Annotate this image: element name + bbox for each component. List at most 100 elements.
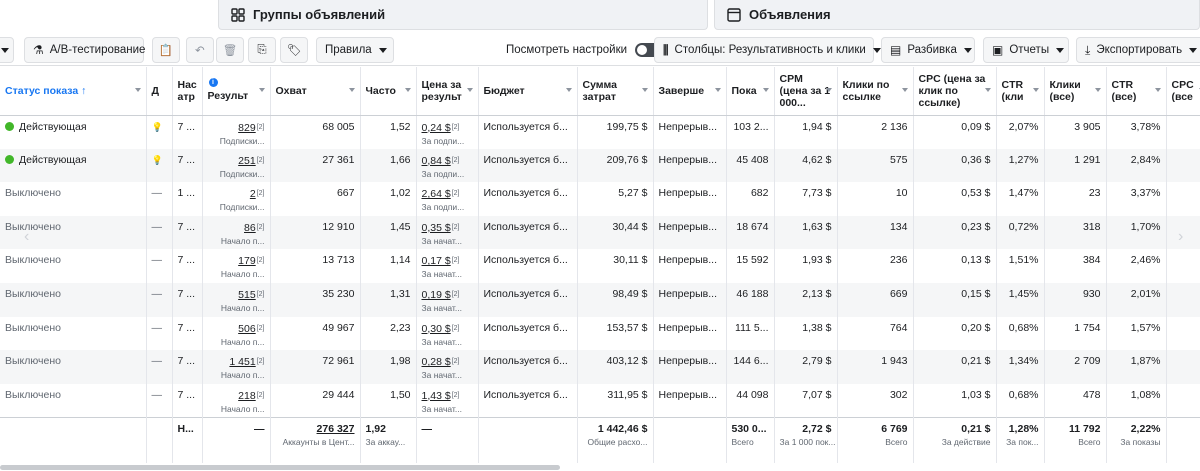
column-header-reach[interactable]: Охват (270, 67, 361, 116)
cell-cpr[interactable]: 0,17 $[2] За начат... (416, 249, 479, 283)
column-header-status[interactable]: Статус показа ↑ (0, 67, 147, 116)
column-header-ends[interactable]: Заверше (653, 67, 727, 116)
cell-cpr[interactable]: 0,19 $[2] За начат... (416, 282, 479, 317)
ab-test-button[interactable]: ⚗ A/B-тестирование (24, 37, 145, 63)
cell-value-text[interactable]: 251 (238, 154, 256, 167)
column-header-ctr_link[interactable]: CTR (кли (996, 67, 1045, 116)
column-header-ctr_all[interactable]: CTR (все) (1106, 67, 1167, 116)
cell-results[interactable]: 515[2] Начало п... (202, 282, 271, 317)
cell-cpr[interactable]: 1,43 $[2] За начат... (416, 383, 479, 418)
cell-results[interactable]: 86[2] Начало п... (202, 215, 271, 250)
sort-caret-icon[interactable] (565, 88, 572, 92)
column-header-freq[interactable]: Часто (360, 67, 417, 116)
cell-value-text[interactable]: 218 (238, 389, 256, 402)
breakdown-dropdown[interactable]: ▤ Разбивка (881, 37, 975, 63)
column-header-cpr[interactable]: Цена за результ (416, 67, 479, 116)
cell-value-text[interactable]: 0,19 $ (421, 288, 451, 301)
column-header-flag[interactable]: Д (146, 67, 173, 116)
cell-value-text[interactable]: 0,84 $ (421, 154, 451, 167)
cell-cpr[interactable]: 2,64 $[2] За подпи... (416, 182, 479, 216)
cell-value: Непрерыв... (659, 154, 721, 167)
cell-cpr[interactable]: 0,30 $[2] За начат... (416, 316, 479, 351)
lightbulb-icon[interactable]: 💡 (151, 154, 163, 165)
sort-caret-icon[interactable] (134, 88, 141, 92)
sort-caret-icon[interactable] (1154, 88, 1161, 92)
cell-value-text[interactable]: 515 (238, 288, 256, 301)
table-row[interactable]: Выключено —7 ... 515[2] Начало п... 35 230 1,… (0, 282, 1200, 317)
table-row[interactable]: Выключено —7 ... 506[2] Начало п... 49 967 2,… (0, 316, 1200, 351)
table-row[interactable]: Выключено —1 ... 2[2] Подписки... 667 1,02 2,6… (0, 182, 1200, 216)
cell-value-text[interactable]: 0,17 $ (421, 255, 451, 268)
reports-dropdown[interactable]: ▣ Отчеты (983, 37, 1069, 63)
cell-value-text[interactable]: 829 (238, 121, 256, 134)
export-dropdown[interactable]: ⤓ Экспортировать (1076, 37, 1200, 63)
cell-value-text[interactable]: 1,43 $ (421, 389, 451, 402)
column-header-clicks_all[interactable]: Клики (все) (1044, 67, 1107, 116)
undo-button[interactable]: ↶ (186, 37, 214, 63)
cell-value-text[interactable]: 0,30 $ (421, 322, 451, 335)
cell-value-text[interactable]: 86 (244, 221, 256, 234)
column-header-budget[interactable]: Бюджет (478, 67, 578, 116)
table-row[interactable]: Выключено —7 ... 218[2] Начало п... 29 444 1,… (0, 383, 1200, 418)
cell-results[interactable]: 218[2] Начало п... (202, 383, 271, 418)
sort-caret-icon[interactable] (901, 88, 908, 92)
horizontal-scrollbar[interactable] (0, 465, 560, 470)
sort-caret-icon[interactable] (1032, 88, 1039, 92)
cell-cpr[interactable]: 0,84 $[2] За подпи... (416, 148, 479, 183)
cell-results[interactable]: 506[2] Начало п... (202, 316, 271, 351)
cell-value-text[interactable]: 2 (249, 188, 256, 201)
create-dropdown-button[interactable] (0, 37, 14, 63)
column-header-cpc_link[interactable]: CPC (цена за клик по ссылке) (913, 67, 997, 116)
tag-button[interactable]: 🏷 (280, 37, 308, 63)
cell-results[interactable]: 1 451[2] Начало п... (202, 350, 271, 384)
scroll-right-icon[interactable]: › (1178, 228, 1184, 245)
info-icon[interactable]: i (208, 78, 218, 87)
cell-value-text[interactable]: 1 451 (229, 356, 256, 369)
sort-caret-icon[interactable] (984, 88, 991, 92)
cell-value-text[interactable]: 179 (238, 255, 256, 268)
column-header-impr[interactable]: Пока (726, 67, 775, 116)
cell-value-text[interactable]: 0,24 $ (421, 121, 451, 134)
sort-caret-icon[interactable] (1094, 88, 1101, 92)
sort-caret-icon[interactable] (404, 88, 411, 92)
delete-button[interactable]: 🗑 (216, 37, 244, 63)
sort-caret-icon[interactable] (762, 88, 769, 92)
sort-caret-icon[interactable] (825, 88, 832, 92)
lightbulb-icon[interactable]: 💡 (151, 121, 163, 132)
cell-cpr[interactable]: 0,24 $[2] За подпи... (416, 115, 479, 149)
rules-dropdown[interactable]: Правила (316, 37, 394, 63)
cell-cpr[interactable]: 0,28 $[2] За начат... (416, 350, 479, 384)
cell-value-text[interactable]: 2,64 $ (421, 188, 451, 201)
cell-value-text[interactable]: 0,28 $ (421, 356, 451, 369)
cell-results[interactable]: 829[2] Подписки... (202, 115, 271, 149)
tab-ad-sets[interactable]: Группы объявлений (218, 0, 708, 30)
sort-caret-icon[interactable] (348, 88, 355, 92)
column-header-results[interactable]: Результ i (202, 67, 271, 116)
column-header-cpc_all[interactable]: CPC (все (1166, 67, 1200, 116)
tab-ads[interactable]: Объявления (714, 0, 1200, 30)
cell-value-text[interactable]: 506 (238, 322, 256, 335)
table-row[interactable]: Действующая 💡 7 ... 829[2] Подписки... 68 005… (0, 115, 1200, 149)
table-row[interactable]: Действующая 💡 7 ... 251[2] Подписки... 27 361… (0, 148, 1200, 183)
table-row[interactable]: Выключено —7 ... 1 451[2] Начало п... 72 961… (0, 350, 1200, 384)
table-row[interactable]: Выключено —7 ... 86[2] Начало п... 12 910 1,4… (0, 215, 1200, 250)
cell-results[interactable]: 179[2] Начало п... (202, 249, 271, 283)
columns-dropdown[interactable]: ⫼ Столбцы: Результативность и клики (654, 37, 881, 63)
cell-results[interactable]: 2[2] Подписки... (202, 182, 271, 216)
column-header-spend[interactable]: Сумма затрат (577, 67, 654, 116)
column-header-cpm[interactable]: CPM (цена за 1 000... (774, 67, 838, 116)
cell-results[interactable]: 251[2] Подписки... (202, 148, 271, 183)
cell-cpr[interactable]: 0,35 $[2] За начат... (416, 215, 479, 250)
sort-caret-icon[interactable] (641, 88, 648, 92)
duplicate-button[interactable]: 📋 (152, 37, 180, 63)
sort-caret-icon[interactable] (466, 88, 473, 92)
column-header-link_clicks[interactable]: Клики по ссылке (837, 67, 914, 116)
column-header-attr[interactable]: Нас атр (172, 67, 203, 116)
scroll-left-icon[interactable]: ‹ (24, 228, 30, 245)
preview-button[interactable]: ⎘ (248, 37, 276, 63)
sort-caret-icon[interactable] (258, 88, 265, 92)
table-row[interactable]: Выключено —7 ... 179[2] Начало п... 13 713 1,… (0, 249, 1200, 283)
cell-value-text[interactable]: 0,35 $ (421, 221, 451, 234)
sort-caret-icon[interactable] (1198, 88, 1200, 92)
sort-caret-icon[interactable] (714, 88, 721, 92)
